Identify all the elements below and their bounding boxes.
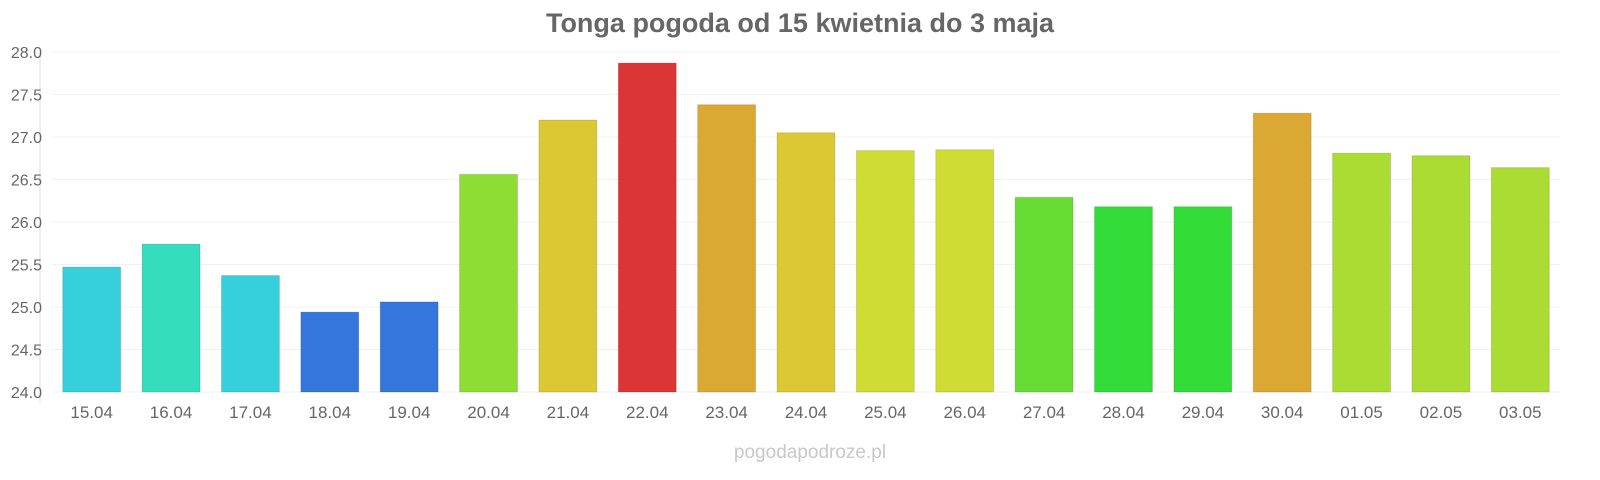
x-tick-label: 15.04: [70, 403, 113, 422]
x-tick-label: 02.05: [1420, 403, 1463, 422]
bar-02.05: [1411, 155, 1471, 393]
bars: [62, 62, 1550, 393]
x-tick-label: 30.04: [1261, 403, 1304, 422]
x-tick-label: 27.04: [1023, 403, 1066, 422]
bar-19.04: [379, 301, 439, 393]
x-tick-label: 26.04: [943, 403, 986, 422]
bar-24.04: [776, 132, 836, 393]
bar-28.04: [1094, 206, 1153, 393]
y-axis: 24.0 24.5 25.0 25.5 26.0 26.5 27.0 27.5 28.0: [11, 45, 42, 402]
bar-30.04: [1252, 112, 1312, 393]
chart-title: Tonga pogoda od 15 kwietnia do 3 maja: [546, 8, 1055, 38]
bar-15.04: [62, 266, 122, 393]
y-tick-label: 27.5: [11, 88, 42, 105]
y-tick-label: 28.0: [11, 45, 42, 62]
x-tick-label: 16.04: [150, 403, 193, 422]
x-tick-label: 17.04: [229, 403, 272, 422]
bar-27.04: [1014, 196, 1074, 393]
x-tick-label: 21.04: [547, 403, 590, 422]
y-tick-label: 27.0: [11, 130, 42, 147]
bar-25.04: [855, 150, 915, 393]
bar-17.04: [220, 275, 280, 393]
y-tick-label: 24.0: [11, 385, 42, 402]
y-tick-label: 26.5: [11, 173, 42, 190]
bar-03.05: [1490, 167, 1550, 393]
watermark: pogodapodroze.pl: [734, 442, 886, 463]
x-tick-label: 24.04: [785, 403, 828, 422]
y-tick-label: 24.5: [11, 343, 42, 360]
x-tick-label: 25.04: [864, 403, 907, 422]
bar-21.04: [538, 119, 598, 393]
x-axis: 15.04 16.04 17.04 18.04 19.04 20.04 21.04 22.04…: [70, 403, 1541, 422]
x-tick-label: 20.04: [467, 403, 510, 422]
x-tick-label: 01.05: [1340, 403, 1383, 422]
x-tick-label: 28.04: [1102, 403, 1145, 422]
y-tick-label: 25.0: [11, 300, 42, 317]
bar-20.04: [459, 173, 518, 393]
x-tick-label: 29.04: [1182, 403, 1225, 422]
bar-18.04: [300, 311, 360, 393]
x-tick-label: 23.04: [705, 403, 748, 422]
x-tick-label: 03.05: [1499, 403, 1542, 422]
y-tick-label: 25.5: [11, 258, 42, 275]
y-tick-label: 26.0: [11, 215, 42, 232]
bar-01.05: [1332, 152, 1392, 393]
bar-26.04: [935, 149, 995, 393]
bar-16.04: [141, 243, 201, 393]
bar-23.04: [697, 104, 757, 393]
bar-29.04: [1173, 206, 1233, 393]
bar-22.04: [617, 62, 677, 393]
x-tick-label: 19.04: [388, 403, 431, 422]
x-tick-label: 22.04: [626, 403, 669, 422]
x-tick-label: 18.04: [309, 403, 352, 422]
